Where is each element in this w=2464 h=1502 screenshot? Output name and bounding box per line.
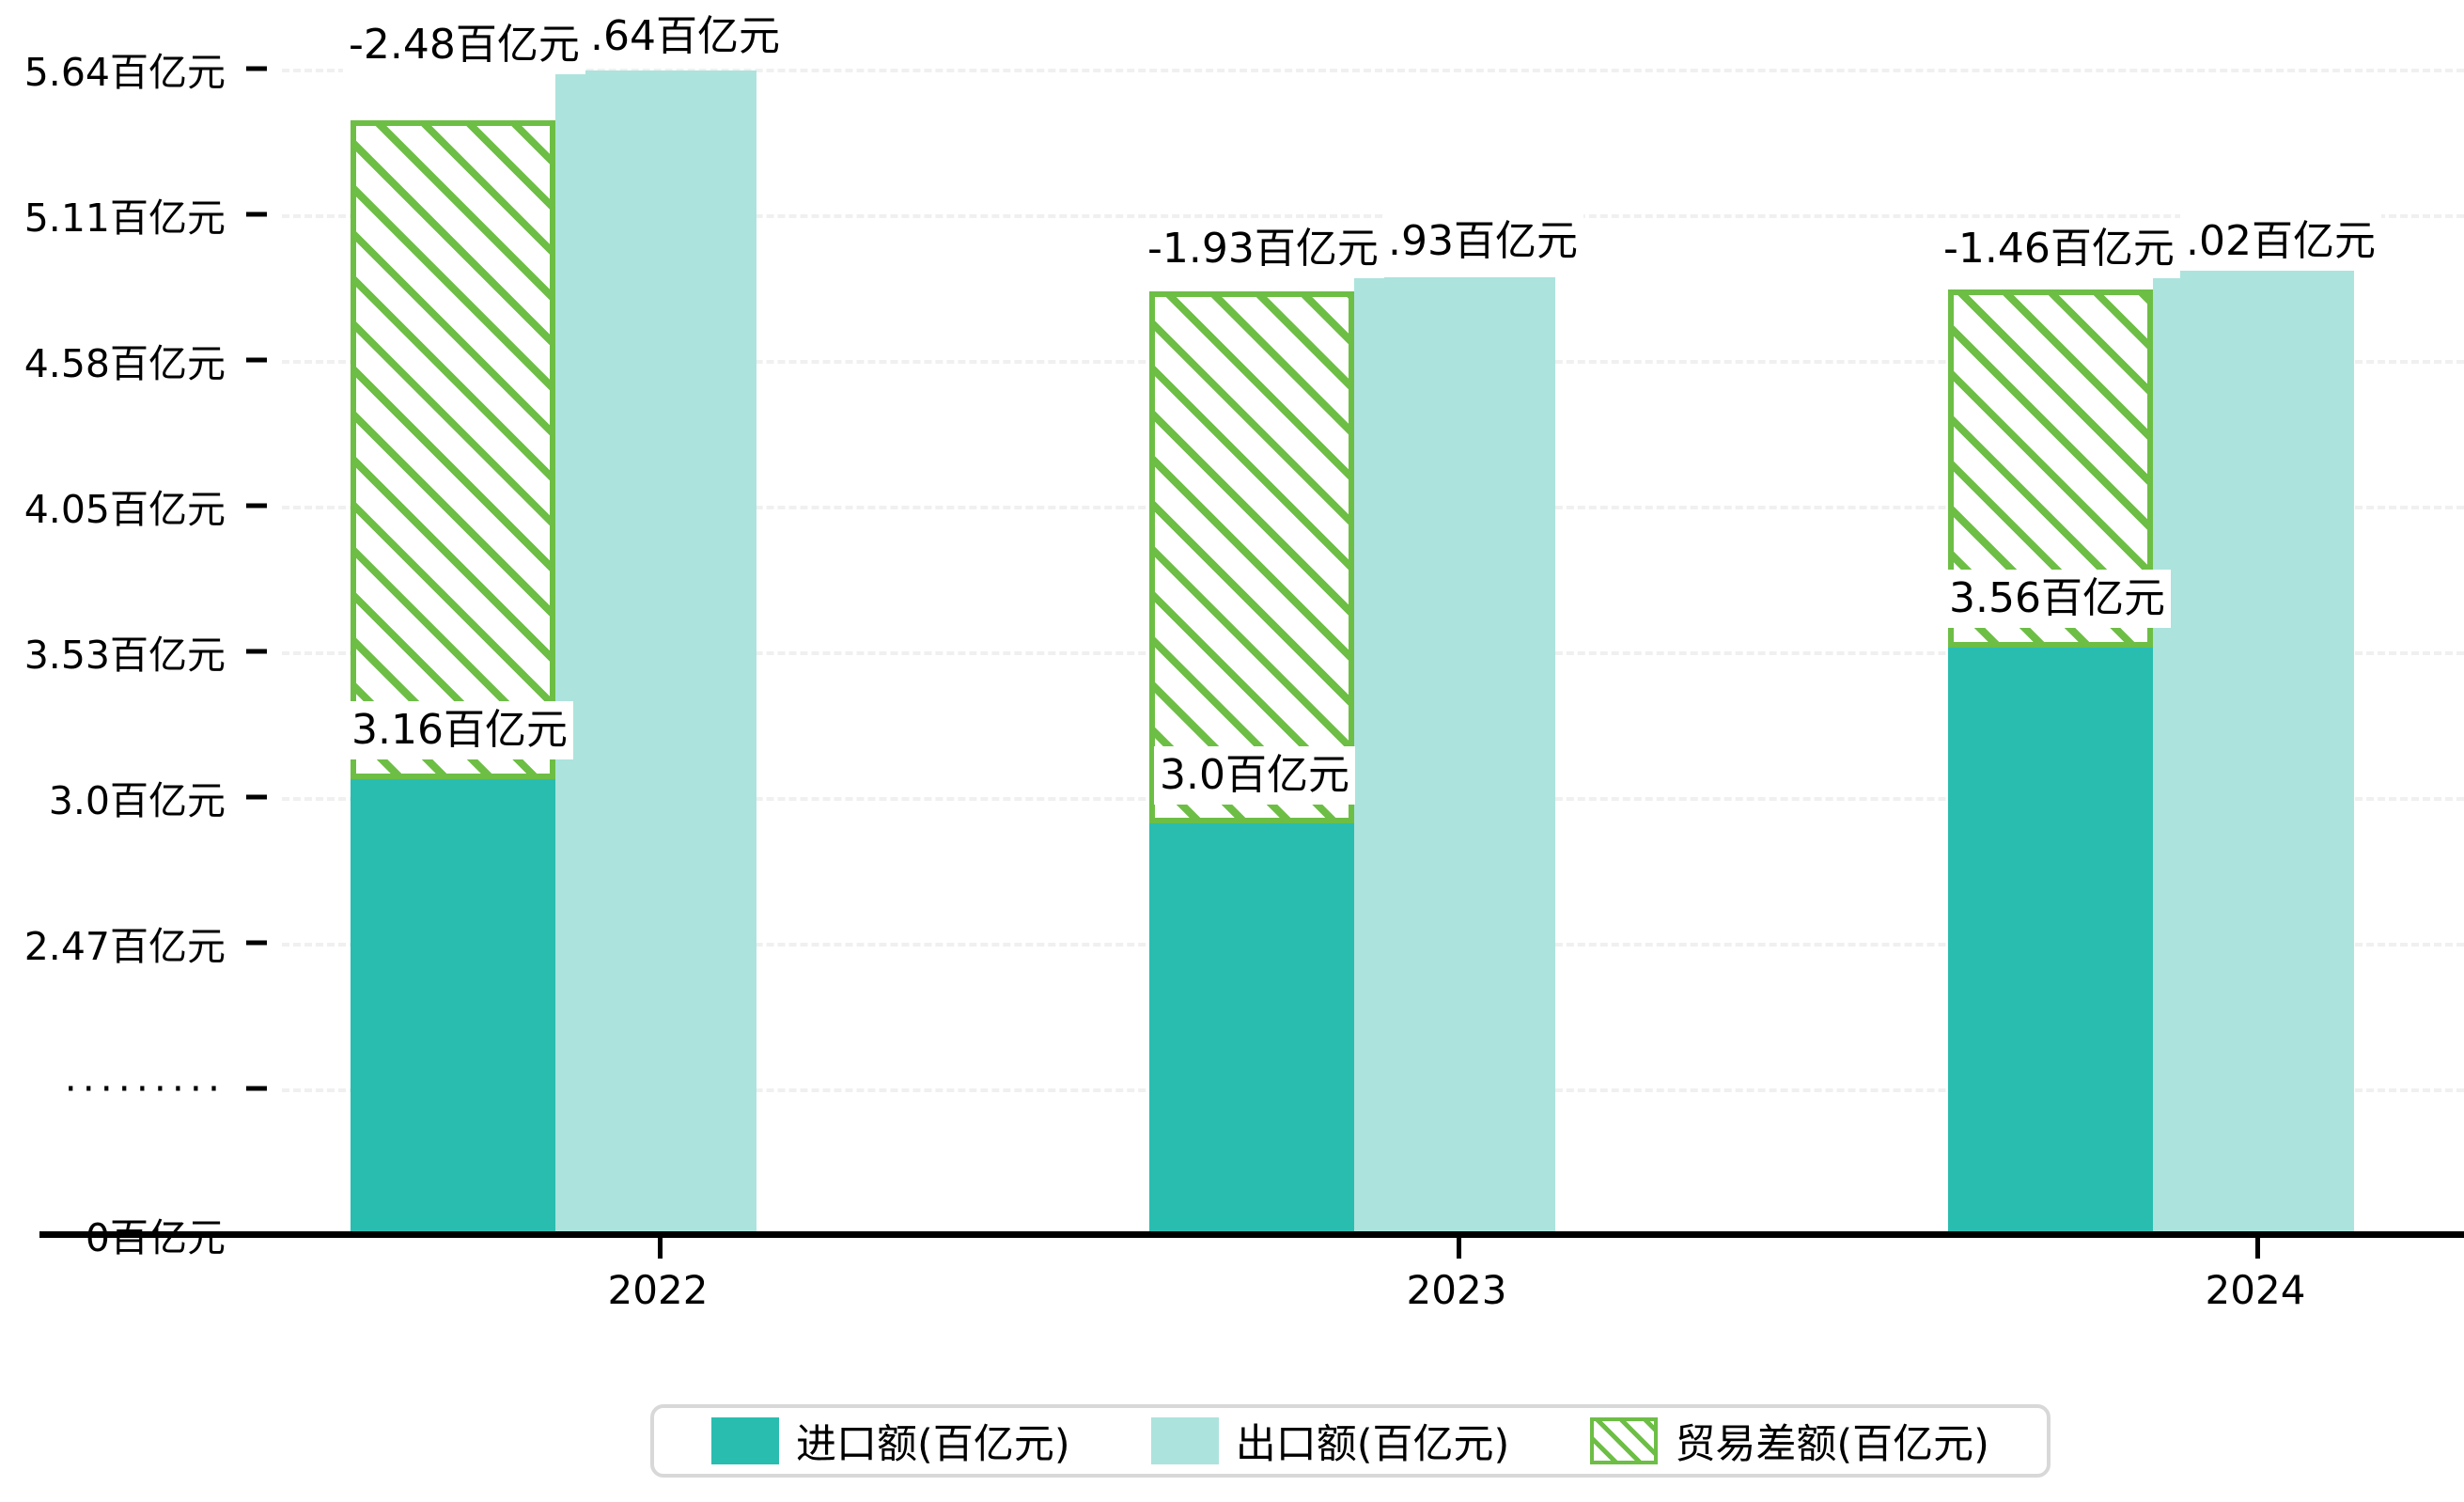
ytick-label-7: ········· [64,1066,226,1111]
legend-label-export: 出口额(百亿元) [1235,1421,1510,1468]
label-import-2023: 3.0百亿元 [1154,746,1355,805]
ytick-label-5: 3.0百亿元 [48,778,226,823]
ytick-label-1: 5.11百亿元 [23,196,226,241]
ytick-label-0: 5.64百亿元 [23,50,226,95]
ytick-mark [246,66,267,71]
bar-import-2024[interactable] [1948,648,2153,1231]
legend-label-import: 进口额(百亿元) [796,1421,1070,1468]
gridline [282,69,2464,72]
ytick-label-6: 2.47百亿元 [23,924,226,969]
x-axis-line [39,1231,2464,1238]
ytick-mark [246,940,267,946]
chart-legend: 进口额(百亿元) 出口额(百亿元) 贸易差额(百亿元) [650,1404,2051,1478]
xtick-mark [1457,1234,1461,1259]
legend-item-balance[interactable]: 贸易差额(百亿元) [1590,1412,1989,1470]
bar-balance-2022[interactable] [351,120,555,779]
import-swatch-icon [711,1417,780,1464]
ytick-mark [246,649,267,654]
label-import-2022: 3.16百亿元 [346,701,573,759]
label-balance-2023: -1.93百亿元 [1142,220,1384,278]
ytick-mark [246,794,267,800]
ytick-label-4: 3.53百亿元 [23,633,226,678]
ytick-mark [246,503,267,508]
xtick-label-2022: 2022 [607,1267,709,1313]
legend-item-export[interactable]: 出口额(百亿元) [1150,1412,1510,1470]
xtick-label-2023: 2023 [1406,1267,1507,1313]
xtick-mark [2255,1234,2260,1259]
ytick-mark [246,211,267,217]
label-import-2024: 3.56百亿元 [1943,570,2171,628]
xtick-mark [658,1234,663,1259]
bar-export-2022[interactable] [555,70,756,1231]
ytick-label-3: 4.05百亿元 [23,487,226,532]
label-export-2024: .02百亿元 [2180,212,2381,271]
legend-label-balance: 贸易差额(百亿元) [1675,1421,1989,1468]
bar-import-2023[interactable] [1149,823,1354,1231]
gridline [282,214,2464,218]
ytick-mark [246,357,267,363]
label-export-2022: .64百亿元 [585,8,786,66]
bar-export-2024[interactable] [2153,253,2354,1231]
bar-balance-2023[interactable] [1149,291,1354,823]
xtick-label-2024: 2024 [2205,1267,2306,1313]
export-swatch-icon [1150,1417,1219,1464]
bar-import-2022[interactable] [351,779,555,1231]
legend-item-import[interactable]: 进口额(百亿元) [711,1412,1070,1470]
label-export-2023: .93百亿元 [1382,212,1583,271]
ytick-mark [246,1086,267,1091]
ytick-label-2: 4.58百亿元 [23,341,226,386]
label-balance-2024: -1.46百亿元 [1938,220,2180,278]
bar-export-2023[interactable] [1354,277,1555,1231]
label-balance-2022: -2.48百亿元 [343,16,585,74]
ytick-label-8: 0百亿元 [85,1215,226,1260]
balance-swatch-icon [1590,1417,1659,1464]
